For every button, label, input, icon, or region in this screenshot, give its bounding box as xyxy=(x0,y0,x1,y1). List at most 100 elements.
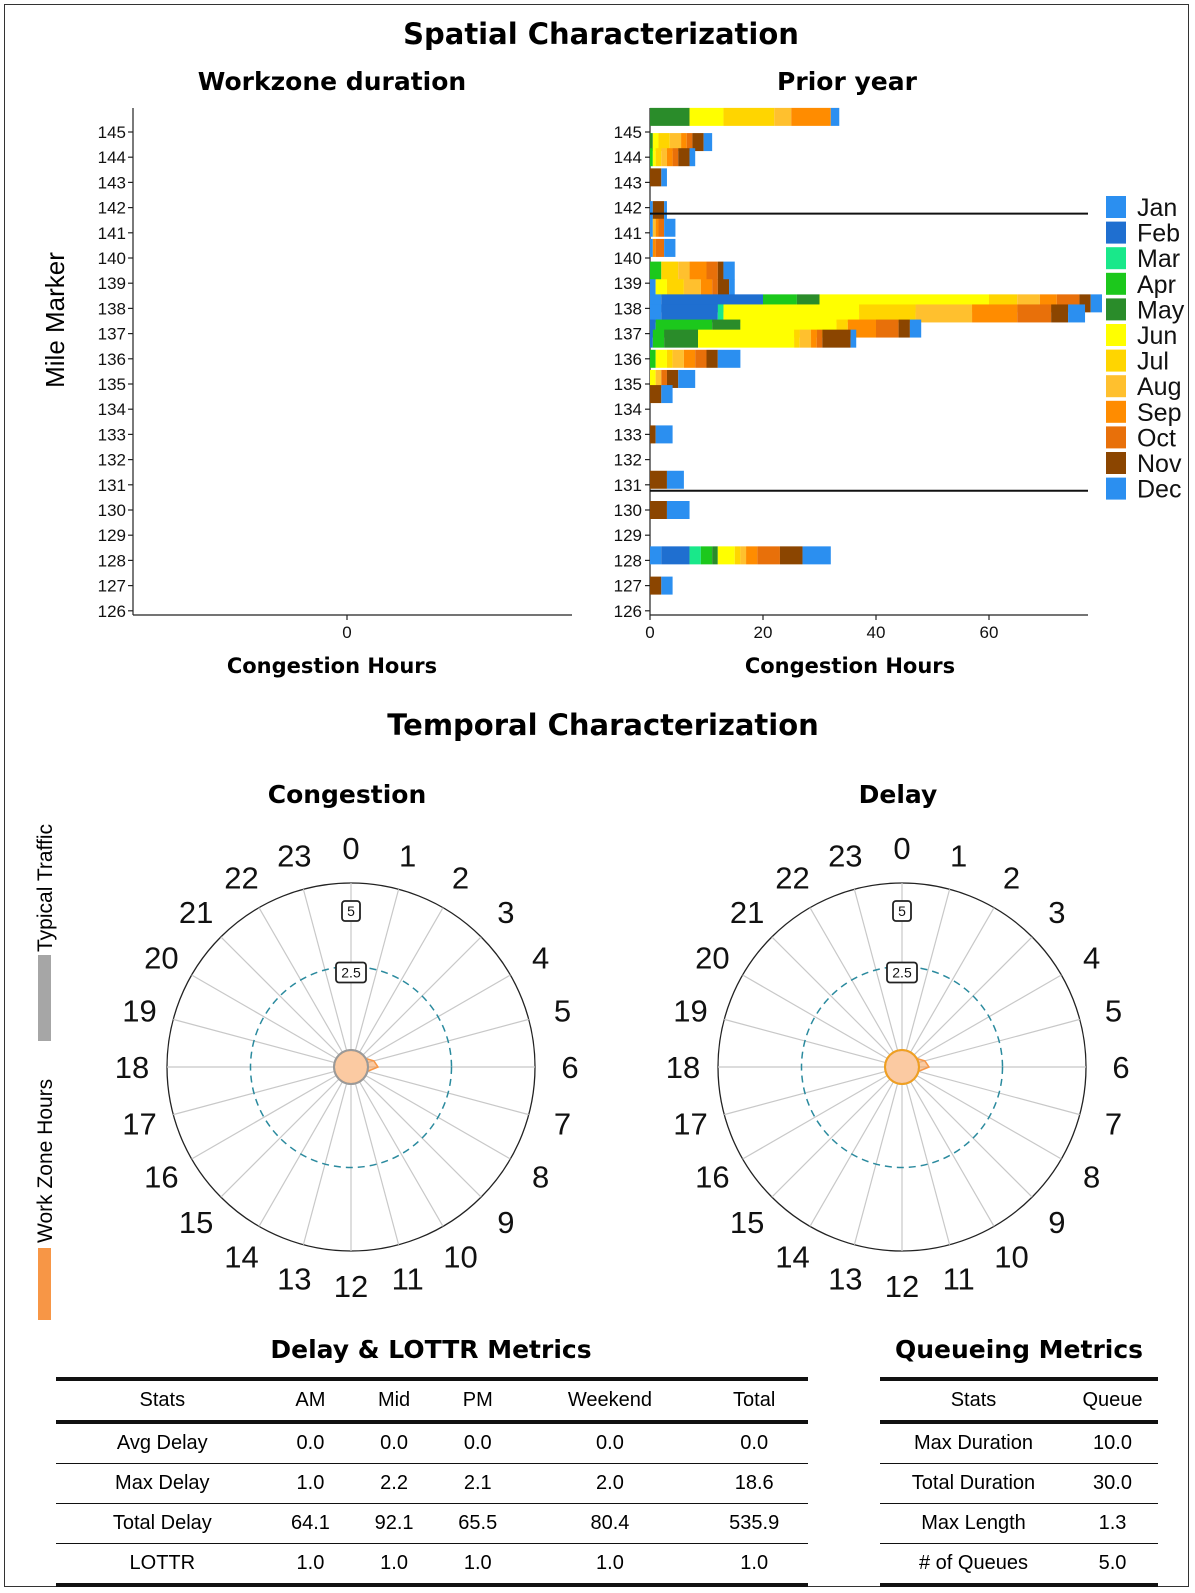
hour-label: 4 xyxy=(532,941,549,976)
bar-segment-nov xyxy=(822,329,851,348)
temporal-title: Temporal Characterization xyxy=(387,708,819,742)
hour-label: 5 xyxy=(1105,993,1122,1028)
table-cell: 1.0 xyxy=(268,1463,353,1504)
table-cell: 92.1 xyxy=(352,1503,436,1544)
bar-segment-oct xyxy=(816,329,823,348)
column-header: Total xyxy=(700,1377,808,1424)
workzone-chart-title: Workzone duration xyxy=(198,67,466,96)
bar-segment-jan xyxy=(650,238,653,257)
bar-segment-dec xyxy=(664,238,676,257)
hour-label: 6 xyxy=(561,1050,578,1085)
queueing-table-title: Queueing Metrics xyxy=(894,1335,1144,1364)
workzone-x-tick-label: 0 xyxy=(342,623,351,642)
bar-segment-dec xyxy=(689,148,696,167)
bar-segment-nov xyxy=(650,576,662,595)
prior-year-x-tick-label: 40 xyxy=(867,623,886,642)
bar-segment-jul xyxy=(723,107,775,126)
bar-segment-sep xyxy=(972,304,1018,323)
polar-spoke xyxy=(358,907,444,1053)
prior-year-bars xyxy=(650,107,1102,595)
prior-year-y-tick-label: 131 xyxy=(614,476,642,495)
hour-label: 16 xyxy=(144,1160,178,1195)
prior-year-y-tick-label: 144 xyxy=(614,148,642,167)
table-cell: Max Length xyxy=(880,1503,1067,1544)
table-row: Max Length 1.3 xyxy=(880,1503,1158,1544)
bar-segment-sep xyxy=(791,107,831,126)
bar-segment-oct xyxy=(686,133,693,152)
bar-segment-oct xyxy=(712,279,718,298)
bar-segment-nov xyxy=(1051,304,1069,323)
table-row: Avg Delay 0.0 0.0 0.0 0.0 0.0 xyxy=(56,1422,808,1464)
bar-segment-aug xyxy=(915,304,973,323)
workzone-y-tick-label: 134 xyxy=(98,400,126,419)
hour-label: 5 xyxy=(554,993,571,1028)
workzone-y-tick-label: 140 xyxy=(98,249,126,268)
hour-label: 14 xyxy=(775,1240,809,1275)
bar-segment-jun xyxy=(717,546,735,565)
hour-label: 20 xyxy=(144,941,178,976)
table-cell: 2.1 xyxy=(435,1463,520,1504)
bar-segment-jan xyxy=(650,218,653,237)
bar-segment-nov xyxy=(706,349,718,368)
bar-segment-sep xyxy=(652,238,656,257)
hour-label: 23 xyxy=(277,838,311,873)
table-cell: 0.0 xyxy=(268,1422,353,1464)
column-header: PM xyxy=(435,1377,520,1424)
bar-segment-oct xyxy=(672,148,679,167)
bar-segment-may xyxy=(712,546,718,565)
table-header-row: Stats AM Mid PM Weekend Total xyxy=(56,1377,808,1424)
workzone-y-tick-label: 131 xyxy=(98,476,126,495)
hour-label: 8 xyxy=(1083,1160,1100,1195)
polar-spoke xyxy=(905,1083,951,1245)
workzone-y-tick-label: 127 xyxy=(98,577,126,596)
bar-segment-dec xyxy=(703,133,713,152)
ring-label-box xyxy=(341,900,361,922)
ring-label-box xyxy=(886,961,918,984)
workzone-y-tick-label: 144 xyxy=(98,148,126,167)
queueing-metrics-table: Stats Queue Max Duration 10.0 Total Duratio… xyxy=(880,1377,1158,1587)
polar-spoke xyxy=(354,889,400,1051)
bar-segment-jan xyxy=(650,304,662,323)
table-cell: 1.0 xyxy=(435,1543,520,1587)
hour-label: 1 xyxy=(950,838,967,873)
prior-year-y-tick-label: 142 xyxy=(614,199,642,218)
workzone-axes: 145 144 143 142 141 140 139 138 137 136 135 134 133 1… xyxy=(98,108,572,642)
bar-segment-jan xyxy=(650,294,662,313)
bar-segment-aug xyxy=(661,148,667,167)
legend-swatch-dec xyxy=(1106,477,1126,500)
polar-spoke xyxy=(220,1078,340,1198)
column-header: Mid xyxy=(352,1377,436,1424)
hour-label: 12 xyxy=(334,1269,368,1304)
hour-label: 0 xyxy=(893,831,910,866)
prior-year-y-tick-label: 129 xyxy=(614,526,642,545)
table-cell: LOTTR xyxy=(56,1543,269,1587)
workzone-x-axis-label: Congestion Hours xyxy=(227,654,437,678)
bar-segment-nov xyxy=(650,168,662,187)
bar-segment-sep xyxy=(700,279,713,298)
table-cell: 0.0 xyxy=(435,1422,520,1464)
hour-label: 7 xyxy=(1105,1107,1122,1142)
bar-segment-sep xyxy=(681,133,687,152)
table-cell: 0.0 xyxy=(519,1422,701,1464)
bar-segment-feb xyxy=(661,304,718,323)
bar-segment-nov xyxy=(1079,294,1091,313)
hour-label: 3 xyxy=(1048,895,1065,930)
bar-segment-jul xyxy=(836,319,848,338)
bar-segment-dec xyxy=(661,385,673,404)
prior-year-y-tick-label: 134 xyxy=(614,400,642,419)
polar-spoke xyxy=(913,936,1033,1056)
hour-label: 15 xyxy=(179,1205,213,1240)
polar-spoke xyxy=(354,1083,400,1245)
table-row: LOTTR 1.0 1.0 1.0 1.0 1.0 xyxy=(56,1543,808,1587)
bar-segment-dec xyxy=(666,470,684,489)
bar-segment-feb xyxy=(650,329,653,348)
hour-label: 2 xyxy=(1003,860,1020,895)
legend-label-jan: Jan xyxy=(1137,194,1177,222)
legend-swatch-sep xyxy=(1106,400,1126,423)
bar-segment-apr xyxy=(652,329,665,348)
bar-segment-dec xyxy=(664,218,676,237)
bar-segment-nov xyxy=(650,470,667,489)
hour-label: 22 xyxy=(224,860,258,895)
prior-year-y-tick-label: 135 xyxy=(614,375,642,394)
workzone-y-tick-label: 133 xyxy=(98,425,126,444)
